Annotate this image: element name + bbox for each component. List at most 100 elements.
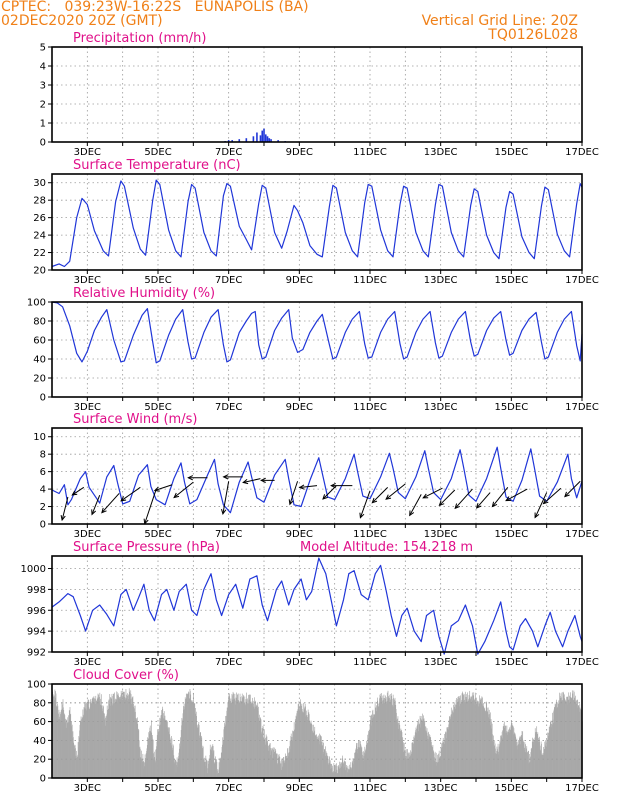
cloud-bar <box>268 745 269 778</box>
cloud-bar <box>372 710 373 778</box>
cloud-bar <box>88 700 90 778</box>
rh-ytick-label: 40 <box>33 355 46 366</box>
cloud-bar <box>217 769 218 778</box>
cloud-bar <box>549 730 550 778</box>
cloud-bar <box>59 712 61 778</box>
cloud-bar <box>298 701 300 778</box>
cloud-bar <box>527 752 529 778</box>
cloud-bar <box>400 731 402 778</box>
cloud-bar <box>223 729 225 778</box>
cloud-bar <box>239 702 241 778</box>
cloud-bar <box>310 720 312 778</box>
cloud-bar <box>94 698 96 778</box>
cloud-bar <box>403 742 404 778</box>
cloud-bar <box>346 772 348 778</box>
cloud-bar <box>415 727 417 778</box>
cloud-bar <box>531 741 533 778</box>
cloud-bar <box>215 759 217 778</box>
cloud-bar <box>560 693 562 778</box>
cloud-bar <box>389 694 391 778</box>
cloud-bar <box>442 737 444 778</box>
cloud-bar <box>109 705 111 778</box>
cloud-bar <box>139 746 141 778</box>
cloud-bar <box>463 693 465 778</box>
cloud-bar <box>322 752 324 778</box>
cloud-bar <box>377 700 379 778</box>
cloud-bar <box>445 732 446 778</box>
cloud-bar <box>570 697 572 778</box>
cloud-bar <box>439 756 441 778</box>
cloud-bar <box>181 718 183 778</box>
cloud-bar <box>96 701 98 778</box>
cloud-bar <box>534 737 536 778</box>
cloud-bar <box>388 702 390 778</box>
cloud-bar <box>117 702 118 778</box>
cloud-bar <box>435 758 436 778</box>
cloud-bar <box>314 726 316 778</box>
cloud-bar <box>414 732 416 778</box>
cloud-bar <box>216 771 218 778</box>
cloud-bar <box>57 713 59 778</box>
cloud-bar <box>453 704 454 778</box>
cloud-bar <box>553 709 555 778</box>
cloud-bar <box>465 697 467 778</box>
cloud-bar <box>146 745 148 778</box>
cloud-bar <box>439 758 441 778</box>
cloud-bar <box>183 709 185 778</box>
cloud-bar <box>169 737 171 778</box>
cloud-bar <box>177 759 179 778</box>
cloud-bar <box>554 707 555 778</box>
cloud-bar <box>291 736 293 778</box>
cloud-bar <box>563 692 564 778</box>
cloud-bar <box>407 753 409 778</box>
cloud-bar <box>396 718 398 778</box>
cloud-bar <box>461 700 462 778</box>
cloud-bar <box>561 700 562 778</box>
cloud-bar <box>74 744 76 778</box>
cloud-bar <box>395 709 397 778</box>
cloud-bar <box>324 749 326 778</box>
cloud-bar <box>441 743 443 778</box>
cloud-bar <box>382 700 383 778</box>
cloud-bar <box>189 698 190 778</box>
cloud-bar <box>122 699 123 778</box>
cloud-bar <box>180 737 181 778</box>
cloud-bar <box>215 756 216 778</box>
cloud-bar <box>501 735 502 778</box>
cloud-bar <box>528 763 530 778</box>
cloud-bar <box>270 749 272 778</box>
cloud-bar <box>363 755 365 778</box>
precip-ytick-label: 3 <box>40 81 46 92</box>
cloud-bar <box>223 742 224 778</box>
cloud-bar <box>392 706 393 778</box>
cloud-bar <box>349 769 350 778</box>
cloud-bar <box>103 706 104 778</box>
cloud-bar <box>438 753 439 778</box>
cloud-bar <box>569 699 571 778</box>
cloud-bar <box>166 720 168 778</box>
cloud-bar <box>132 707 134 778</box>
cloud-bar <box>336 769 338 778</box>
cloud-bar <box>327 763 329 778</box>
cloud-bar <box>414 737 415 778</box>
rh-ytick-label: 100 <box>27 298 46 309</box>
cloud-bar <box>487 711 488 778</box>
cloud-bar <box>339 768 341 778</box>
cloud-bar <box>202 746 204 778</box>
cloud-bar <box>147 739 149 778</box>
cloud-bar <box>227 700 229 778</box>
cloud-bar <box>388 698 389 778</box>
cloud-bar <box>323 742 324 778</box>
cloud-bar <box>573 692 575 778</box>
cloud-bar <box>130 694 132 778</box>
cloud-bar <box>397 723 398 778</box>
cloud-bar <box>254 697 255 778</box>
cloud-bar <box>273 753 274 778</box>
pressure-series-line <box>51 557 583 655</box>
cloud-bar <box>178 752 180 778</box>
cloud-bar <box>513 728 515 778</box>
cloud-bar <box>86 702 87 778</box>
cloud-bar <box>540 741 542 778</box>
cloud-bar <box>524 742 526 778</box>
temp-xtick-label: 11DEC <box>353 275 387 286</box>
